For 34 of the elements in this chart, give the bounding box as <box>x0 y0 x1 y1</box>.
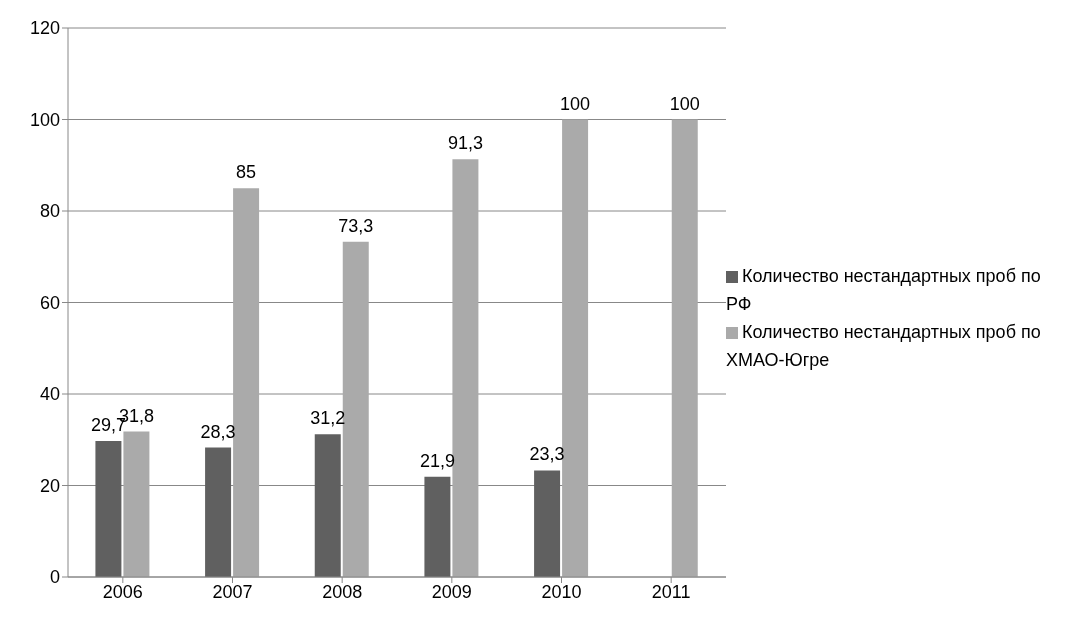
y-tick-label: 100 <box>29 109 60 130</box>
bar <box>534 470 561 577</box>
x-tick-label: 2008 <box>322 581 363 602</box>
bar <box>95 441 122 577</box>
data-label: 85 <box>236 162 257 183</box>
data-label: 100 <box>560 93 591 114</box>
y-tick-label: 60 <box>39 292 60 313</box>
data-label: 73,3 <box>338 215 374 236</box>
bar <box>562 119 589 577</box>
bar <box>123 431 150 577</box>
legend-label: Количество нестандартных проб по РФ <box>726 265 1041 314</box>
x-tick-label: 2007 <box>212 581 253 602</box>
y-tick-label: 40 <box>39 384 60 405</box>
y-tick-label: 0 <box>49 567 60 588</box>
bar <box>424 476 451 577</box>
x-tick-label: 2006 <box>102 581 143 602</box>
y-tick-label: 80 <box>39 201 60 222</box>
data-label: 100 <box>669 93 700 114</box>
bar <box>452 159 479 577</box>
data-label: 21,9 <box>419 450 455 471</box>
data-label: 31,2 <box>310 408 346 429</box>
y-tick-label: 120 <box>29 18 60 39</box>
bar <box>205 447 232 577</box>
y-tick-label: 20 <box>39 475 60 496</box>
data-label: 91,3 <box>447 133 483 154</box>
bar <box>671 119 698 577</box>
x-tick-label: 2010 <box>541 581 582 602</box>
x-tick-label: 2011 <box>651 581 691 602</box>
legend-label: Количество нестандартных проб по ХМАО-Югре <box>726 321 1041 370</box>
data-label: 23,3 <box>529 444 565 465</box>
x-tick-label: 2009 <box>431 581 472 602</box>
bar <box>233 188 260 577</box>
bar <box>314 434 341 577</box>
data-label: 28,3 <box>200 421 236 442</box>
